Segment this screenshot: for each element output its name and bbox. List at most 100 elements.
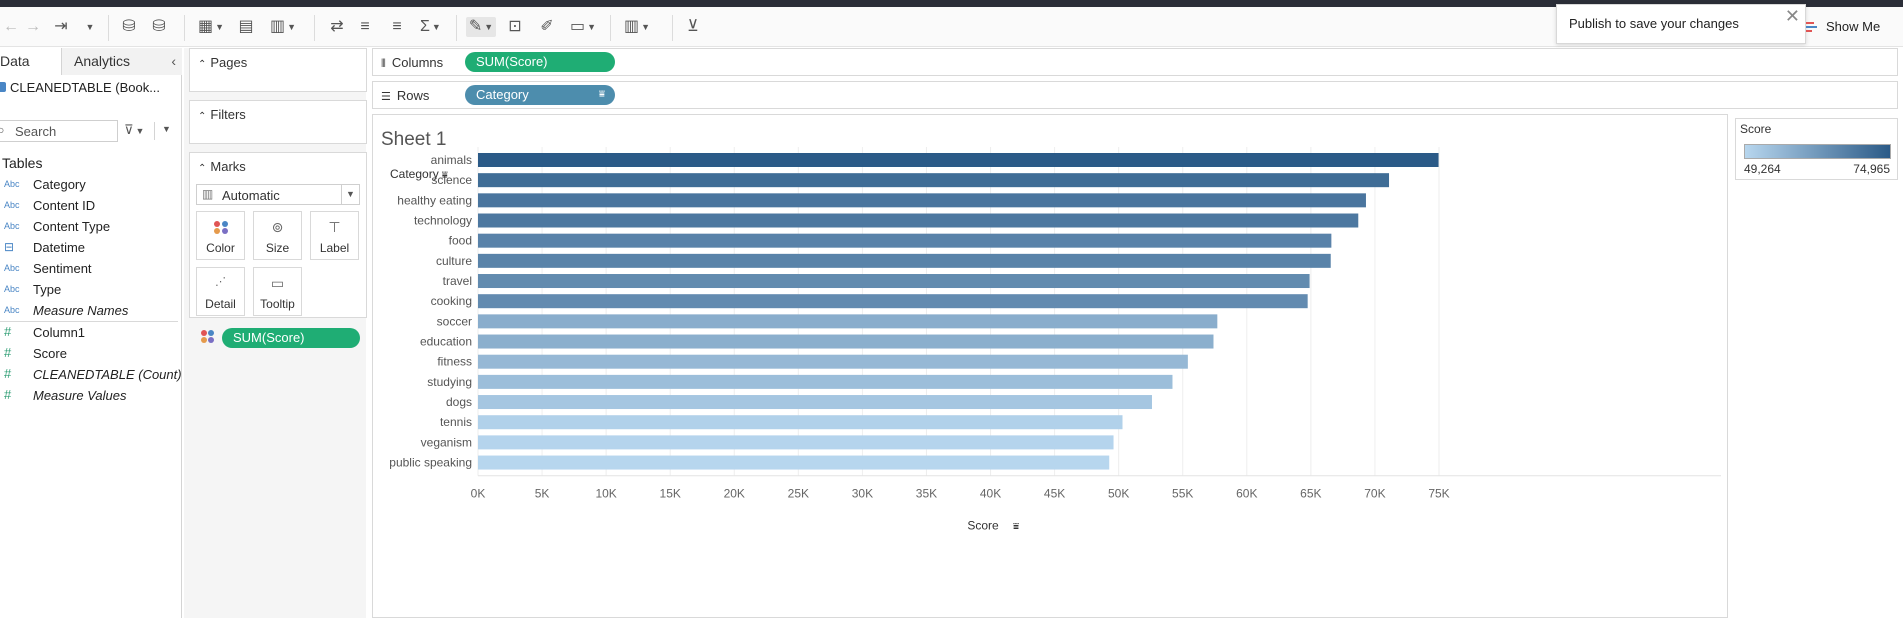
new-worksheet-icon[interactable]: ▦ ▼ bbox=[198, 18, 225, 36]
close-icon[interactable]: ✕ bbox=[1784, 6, 1800, 26]
bar-chart: 0K 5K 10K 15K 20K 25K 30K 35K 40K 45K 50K 55K 60K 65K… bbox=[389, 147, 1721, 533]
new-datasource-icon[interactable]: ⛁ bbox=[122, 18, 136, 35]
pause-updates-icon[interactable]: ⛁ bbox=[152, 18, 166, 35]
collapse-card-icon[interactable]: ⌃ bbox=[198, 111, 207, 122]
back-icon[interactable]: ← bbox=[3, 18, 19, 35]
bar-fitness[interactable] bbox=[478, 354, 1188, 369]
bar-healthy-eating[interactable] bbox=[478, 193, 1366, 208]
category-label[interactable]: soccer bbox=[437, 314, 472, 328]
detail-button[interactable]: ⋰ Detail bbox=[196, 267, 245, 316]
format-icon[interactable]: ✐ bbox=[540, 18, 554, 35]
duplicate-sheet-icon[interactable]: ▤ bbox=[238, 18, 254, 35]
field-item[interactable]: Abc Type bbox=[0, 280, 182, 301]
bar-technology[interactable] bbox=[478, 213, 1359, 228]
toast-message: Publish to save your changes bbox=[1569, 16, 1739, 31]
size-button[interactable]: ⊚ Size bbox=[253, 211, 302, 260]
sort-ascending-icon[interactable]: ≡ bbox=[360, 18, 370, 35]
show-cards-icon[interactable]: ▥ ▼ bbox=[624, 18, 651, 36]
bar-education[interactable] bbox=[478, 334, 1214, 349]
presentation-icon[interactable]: ⊻ bbox=[687, 18, 699, 35]
bar-food[interactable] bbox=[478, 233, 1332, 248]
forward-icon[interactable]: → bbox=[25, 18, 41, 35]
sort-icon[interactable]: ⩸ bbox=[598, 89, 605, 100]
field-item[interactable]: # Score bbox=[0, 344, 182, 365]
toolbar-separator bbox=[456, 15, 457, 41]
field-item[interactable]: Abc Category bbox=[0, 175, 182, 196]
search-input[interactable]: ○ Search bbox=[0, 120, 118, 142]
bar-animals[interactable] bbox=[478, 153, 1439, 167]
show-me-button[interactable]: Show Me bbox=[1826, 19, 1881, 34]
field-item[interactable]: # Column1 bbox=[0, 323, 182, 344]
fit-icon[interactable]: ▭ ▼ bbox=[570, 18, 597, 36]
pane-menu-icon[interactable]: ▼ bbox=[162, 124, 171, 134]
tooltip-button[interactable]: ▭ Tooltip bbox=[253, 267, 302, 316]
bar-cooking[interactable] bbox=[478, 294, 1308, 309]
collapse-card-icon[interactable]: ⌃ bbox=[198, 163, 207, 174]
swap-icon[interactable]: ⇄ bbox=[330, 18, 344, 35]
collapse-card-icon[interactable]: ⌃ bbox=[198, 59, 207, 70]
bar-public-speaking[interactable] bbox=[478, 455, 1110, 470]
chevron-down-icon[interactable]: ▼ bbox=[341, 185, 359, 204]
bar-travel[interactable] bbox=[478, 274, 1310, 289]
category-header[interactable]: Category ⩸ bbox=[390, 167, 448, 181]
sheet-title: Sheet 1 bbox=[381, 129, 447, 150]
category-label[interactable]: animals bbox=[431, 153, 472, 167]
category-label[interactable]: technology bbox=[414, 214, 472, 228]
bar-tennis[interactable] bbox=[478, 415, 1123, 430]
sort-icon[interactable]: ⩸ bbox=[1013, 522, 1019, 533]
redo-icon[interactable]: ⇥ bbox=[54, 18, 68, 35]
toolbar-separator bbox=[184, 15, 185, 41]
sort-icon[interactable]: ⩸ bbox=[441, 170, 448, 181]
category-label[interactable]: science bbox=[431, 173, 472, 187]
field-item[interactable]: # CLEANEDTABLE (Count) bbox=[0, 365, 182, 386]
bar-culture[interactable] bbox=[478, 253, 1331, 268]
toolbar-separator bbox=[672, 15, 673, 41]
color-button[interactable]: Color bbox=[196, 211, 245, 260]
category-label[interactable]: travel bbox=[443, 274, 472, 288]
bar-soccer[interactable] bbox=[478, 314, 1218, 329]
category-label[interactable]: education bbox=[420, 335, 472, 349]
bar-dogs[interactable] bbox=[478, 395, 1152, 410]
category-label[interactable]: veganism bbox=[421, 435, 472, 449]
category-label[interactable]: healthy eating bbox=[397, 193, 472, 207]
show-me-icon[interactable] bbox=[1806, 21, 1818, 33]
category-label[interactable]: tennis bbox=[440, 415, 472, 429]
bar-veganism[interactable] bbox=[478, 435, 1114, 450]
category-label[interactable]: dogs bbox=[446, 395, 472, 409]
columns-sum-score-pill[interactable]: SUM(Score) bbox=[465, 52, 615, 72]
tb-dropdown-caret[interactable]: ▼ bbox=[85, 22, 95, 32]
collapse-icon[interactable]: ‹ bbox=[171, 53, 176, 69]
category-label[interactable]: food bbox=[449, 234, 472, 248]
x-axis-title[interactable]: Score bbox=[967, 519, 999, 533]
label-button[interactable]: ⊤ Label bbox=[310, 211, 359, 260]
tab-analytics[interactable]: Analytics ‹ bbox=[62, 48, 182, 75]
field-item[interactable]: # Measure Values bbox=[0, 386, 182, 407]
category-label[interactable]: studying bbox=[427, 375, 472, 389]
field-item[interactable]: Abc Sentiment bbox=[0, 259, 182, 280]
data-pane: Data Analytics ‹ CLEANEDTABLE (Book... ○ … bbox=[0, 48, 182, 618]
show-labels-icon[interactable]: ⊡ bbox=[508, 18, 522, 35]
clear-sheet-icon[interactable]: ▥ ▼ bbox=[270, 18, 297, 36]
x-tick-label: 5K bbox=[535, 487, 550, 501]
category-label[interactable]: public speaking bbox=[389, 456, 472, 470]
field-item[interactable]: Abc Content ID bbox=[0, 196, 182, 217]
category-label[interactable]: cooking bbox=[431, 294, 472, 308]
highlight-icon[interactable]: ✎ ▼ bbox=[466, 17, 496, 37]
mark-type-dropdown[interactable]: ▥ Automatic ▼ bbox=[196, 184, 360, 205]
marks-sum-score-pill[interactable]: SUM(Score) bbox=[222, 328, 360, 348]
field-item[interactable]: Abc Measure Names bbox=[0, 301, 182, 322]
bar-studying[interactable] bbox=[478, 374, 1173, 389]
datasource-item[interactable]: CLEANEDTABLE (Book... bbox=[0, 80, 160, 95]
field-item[interactable]: Abc Content Type bbox=[0, 217, 182, 238]
sort-descending-icon[interactable]: ≡ bbox=[392, 18, 402, 35]
totals-icon[interactable]: Σ ▼ bbox=[420, 18, 441, 36]
filter-icon[interactable]: ⊽ ▼ bbox=[124, 122, 145, 137]
bar-science[interactable] bbox=[478, 173, 1390, 188]
category-label[interactable]: fitness bbox=[437, 355, 472, 369]
x-tick-label: 20K bbox=[724, 487, 745, 501]
field-item[interactable]: ⊟ Datetime bbox=[0, 238, 182, 259]
category-label[interactable]: culture bbox=[436, 254, 472, 268]
rows-category-pill[interactable]: Category ⩸ bbox=[465, 85, 615, 105]
tab-data[interactable]: Data bbox=[0, 48, 62, 75]
size-label: Size bbox=[265, 241, 290, 255]
